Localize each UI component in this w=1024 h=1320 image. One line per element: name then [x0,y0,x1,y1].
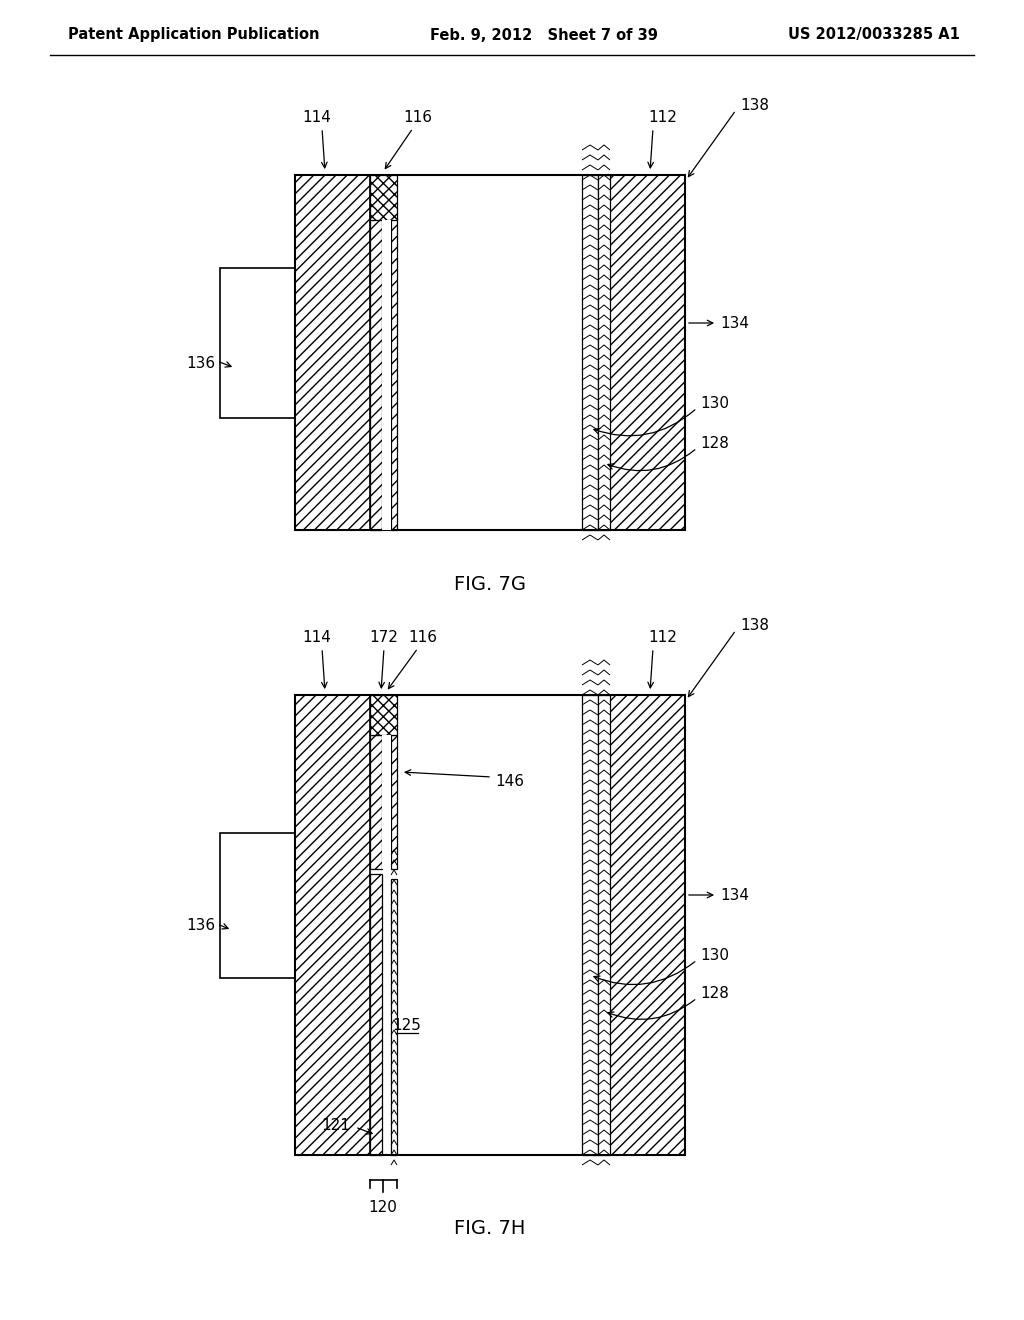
Bar [295,176,370,531]
Bar [370,735,382,869]
Bar [295,696,685,1155]
Text: 130: 130 [700,948,729,962]
Bar [370,696,397,735]
Bar [382,735,391,869]
Bar [220,833,295,978]
Bar [295,696,370,1155]
Text: FIG. 7G: FIG. 7G [454,576,526,594]
Bar [598,696,610,1155]
Text: 130: 130 [700,396,729,411]
Text: Feb. 9, 2012   Sheet 7 of 39: Feb. 9, 2012 Sheet 7 of 39 [430,28,657,42]
Text: 120: 120 [369,1200,397,1214]
Bar [391,735,397,869]
Text: 112: 112 [648,630,678,645]
Text: 112: 112 [648,110,678,125]
Text: 114: 114 [302,630,332,645]
Bar [295,176,685,531]
Text: 114: 114 [302,110,332,125]
Text: US 2012/0033285 A1: US 2012/0033285 A1 [788,28,961,42]
Bar [397,696,582,1155]
Text: 128: 128 [700,436,729,450]
Bar [598,176,610,531]
Bar [391,218,397,531]
Text: 116: 116 [409,630,437,645]
Text: 172: 172 [370,630,398,645]
Text: 125: 125 [392,1018,422,1032]
Bar [397,176,582,531]
Text: 134: 134 [720,315,749,330]
Text: 146: 146 [495,775,524,789]
Bar [370,176,397,220]
Text: 121: 121 [322,1118,350,1133]
Bar [582,696,598,1155]
Bar [610,176,685,531]
Text: 136: 136 [186,919,215,933]
Bar [370,176,382,531]
Bar [391,879,397,1155]
Text: 138: 138 [740,98,769,112]
Text: 138: 138 [740,618,769,632]
Text: 128: 128 [700,986,729,1001]
Bar [382,220,391,531]
Bar [370,874,382,1155]
Text: 136: 136 [186,355,215,371]
Bar [610,696,685,1155]
Text: 134: 134 [720,887,749,903]
Text: Patent Application Publication: Patent Application Publication [68,28,319,42]
Bar [582,176,598,531]
Text: FIG. 7H: FIG. 7H [455,1218,525,1238]
Bar [220,268,295,418]
Text: 116: 116 [403,110,432,125]
